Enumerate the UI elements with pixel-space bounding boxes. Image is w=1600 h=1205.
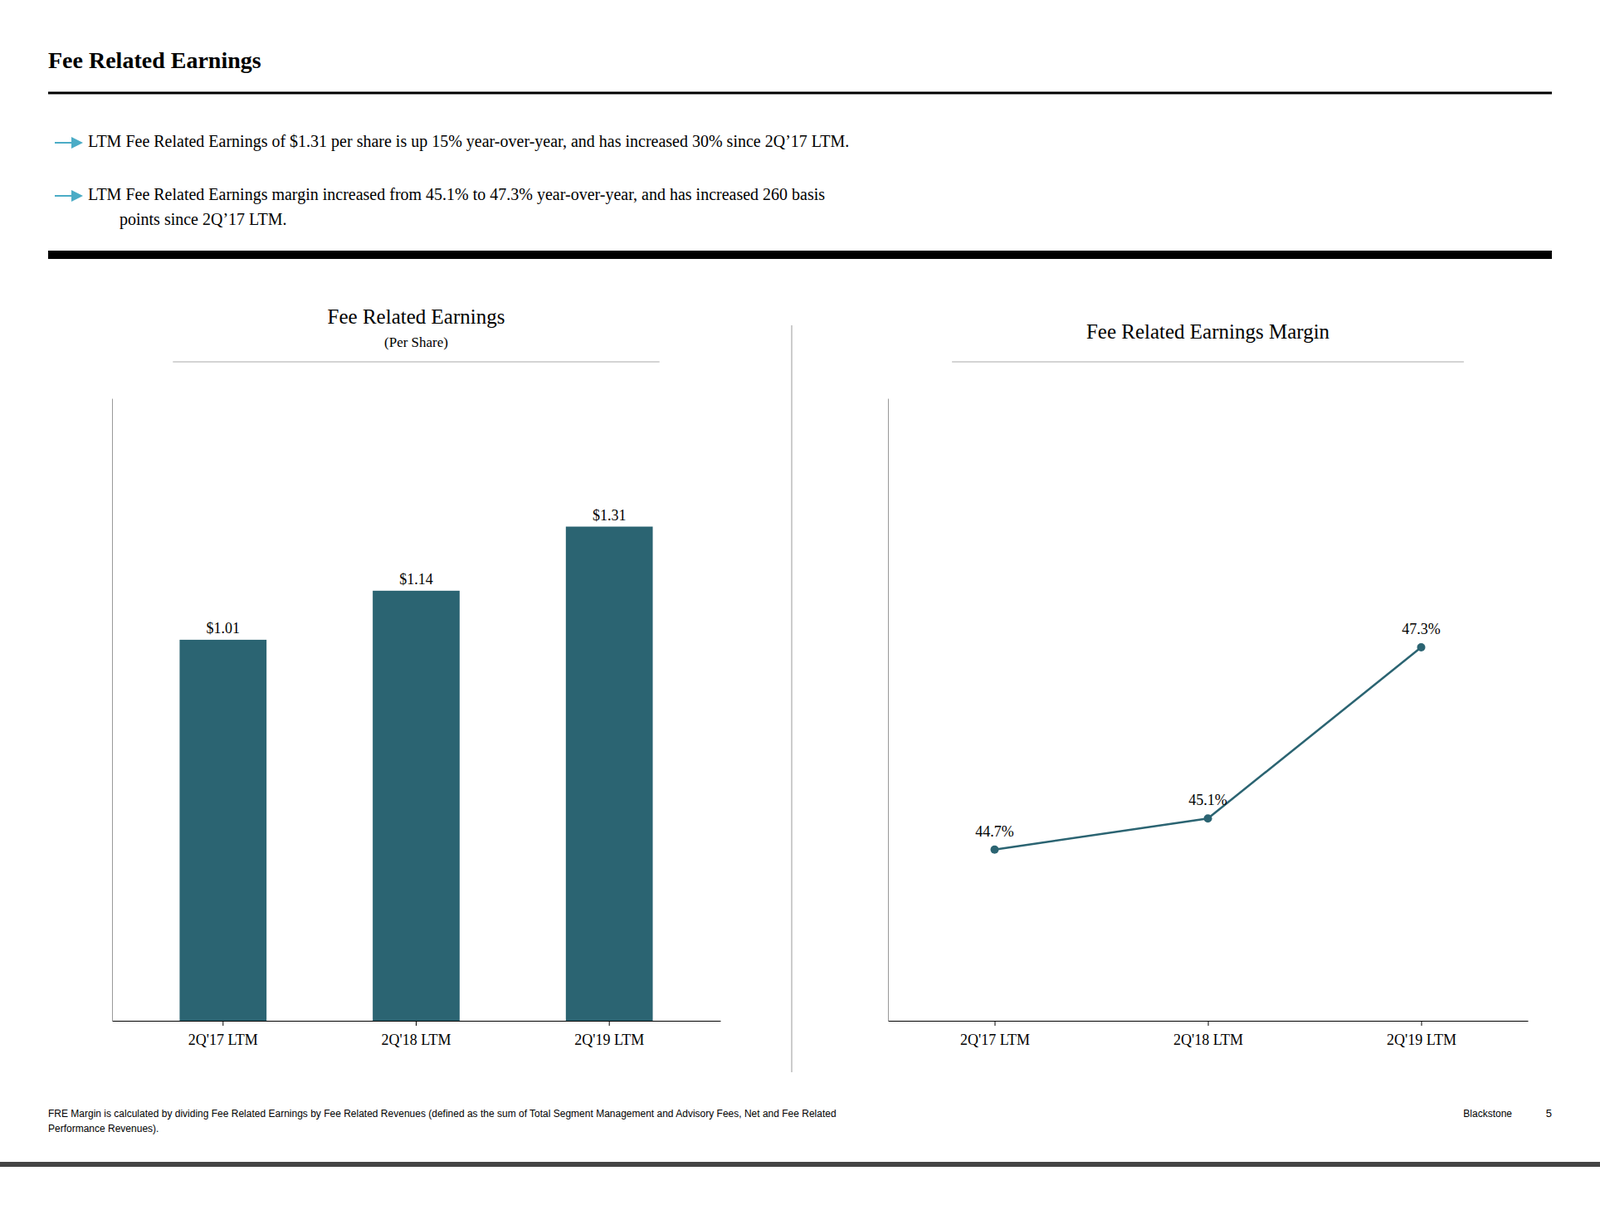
- y-axis: [112, 399, 113, 1022]
- bullet-text: LTM Fee Related Earnings margin increase…: [87, 185, 825, 205]
- line: [995, 647, 1422, 850]
- x-tick-mark: [222, 1020, 224, 1026]
- chart-title: Fee Related Earnings: [327, 305, 506, 328]
- data-label: $1.31: [592, 507, 627, 524]
- chart-title-rule: [951, 360, 1464, 362]
- plot-area: [179, 526, 653, 1021]
- chart-subtitle: (Per Share): [384, 334, 449, 351]
- page: Fee Related Earnings LTM Fee Related Earn…: [0, 0, 1600, 1205]
- data-label: 45.1%: [1188, 791, 1228, 809]
- point: [1417, 643, 1426, 652]
- bullet-arrow-shaft: [54, 195, 74, 197]
- data-label: 47.3%: [1401, 620, 1441, 638]
- x-tick-label: 2Q'19 LTM: [574, 1031, 644, 1049]
- x-tick-label: 2Q'17 LTM: [960, 1031, 1030, 1049]
- x-axis: 2Q'17 LTM 2Q'18 LTM 2Q'19 LTM: [112, 1020, 722, 1049]
- x-tick-label: 2Q'17 LTM: [188, 1031, 259, 1049]
- x-tick: 2Q'17 LTM: [188, 1020, 259, 1049]
- point: [990, 845, 1000, 854]
- y-axis: [887, 399, 889, 1022]
- section-divider: [48, 250, 1552, 259]
- x-tick: 2Q'18 LTM: [380, 1020, 451, 1049]
- bullet-arrow-head: [71, 190, 83, 202]
- chart-title-rule: [172, 360, 659, 362]
- plot-area: [990, 643, 1426, 854]
- x-tick-mark: [415, 1020, 417, 1026]
- data-label: $1.01: [206, 619, 241, 637]
- x-tick: 2Q'18 LTM: [1173, 1020, 1244, 1049]
- x-tick: 2Q'19 LTM: [574, 1020, 644, 1049]
- x-tick-label: 2Q'19 LTM: [1386, 1031, 1457, 1049]
- x-tick: 2Q'19 LTM: [1386, 1020, 1457, 1049]
- bullet-arrow-head: [71, 136, 83, 149]
- x-tick-label: 2Q'18 LTM: [1173, 1031, 1244, 1049]
- footer-text: Performance Revenues).: [48, 1122, 159, 1135]
- x-tick-mark: [609, 1020, 610, 1026]
- title-rule: [48, 92, 1552, 95]
- footer-page-number: 5: [1546, 1107, 1552, 1120]
- bottom-border: [0, 1161, 1600, 1167]
- y-axis-line: [112, 399, 113, 1022]
- bar: [565, 526, 654, 1021]
- x-tick-mark: [1421, 1020, 1423, 1026]
- bullet-text: points since 2Q’17 LTM.: [119, 209, 287, 230]
- point: [1204, 814, 1213, 823]
- data-label: 44.7%: [975, 823, 1015, 840]
- x-axis: 2Q'17 LTM 2Q'18 LTM 2Q'19 LTM: [888, 1020, 1529, 1049]
- bullet-text: LTM Fee Related Earnings of $1.31 per sh…: [87, 131, 849, 152]
- x-tick: 2Q'17 LTM: [960, 1020, 1030, 1049]
- chart-title: Fee Related Earnings Margin: [1086, 320, 1331, 343]
- x-tick-label: 2Q'18 LTM: [380, 1031, 451, 1049]
- data-label: $1.14: [399, 570, 434, 588]
- chart: Fee Related Earnings (Per Share) $1.01 $1.1…: [112, 305, 722, 1049]
- x-tick-mark: [995, 1020, 996, 1026]
- chart: Fee Related Earnings Margin 44.7% 45.1% 47.…: [888, 320, 1529, 1049]
- bar: [372, 590, 460, 1021]
- x-tick-mark: [1208, 1020, 1210, 1026]
- bullet-arrow-shaft: [54, 141, 74, 144]
- chart-divider: [790, 325, 793, 1073]
- bar: [179, 639, 267, 1021]
- footer-brand: Blackstone: [1463, 1107, 1513, 1120]
- footer-text: FRE Margin is calculated by dividing Fee…: [48, 1107, 837, 1120]
- page-title: Fee Related Earnings: [48, 47, 262, 74]
- y-axis-line: [887, 399, 889, 1022]
